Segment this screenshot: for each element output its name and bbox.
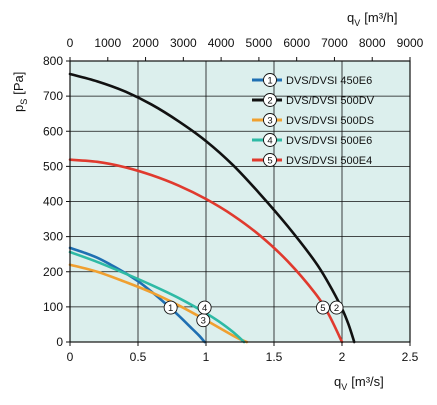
bottom-x-ticks: 0 0.5 1 1.5 2 2.5	[67, 342, 419, 364]
legend-marker-4	[263, 133, 277, 147]
legend-marker-number-1: 1	[267, 76, 272, 87]
top-x-tick-label: 5000	[246, 36, 273, 50]
top-x-tick-label: 7000	[321, 36, 348, 50]
top-x-ticks: 0 1000 2000 3000 4000 5000 6000 7000 8000 9000	[67, 36, 424, 61]
curve-marker-number-5: 5	[320, 303, 325, 314]
curve-marker-number-4: 4	[202, 303, 207, 314]
y-tick-label: 200	[43, 265, 63, 279]
x-axis-label-main: q	[334, 374, 341, 389]
x-axis-label-unit: [m³/s]	[351, 374, 384, 389]
legend-marker-number-4: 4	[267, 136, 272, 147]
legend-entry-4: DVS/DVSI 500E6	[286, 135, 372, 147]
x-tick-label: 1.5	[266, 350, 283, 364]
legend-marker-number-3: 3	[267, 116, 272, 127]
legend-marker-2	[263, 93, 277, 107]
legend-entry-3: DVS/DVSI 500DS	[286, 115, 374, 127]
series-line-1	[68, 246, 206, 344]
x-tick-label: 0.5	[130, 350, 147, 364]
curve-marker-number-3: 3	[201, 316, 206, 327]
curve-marker-number-2: 2	[334, 303, 339, 314]
top-x-tick-label: 6000	[283, 36, 310, 50]
legend-entry-1: DVS/DVSI 450E6	[286, 75, 372, 87]
series-line-5	[68, 158, 344, 344]
x-tick-label: 0	[67, 350, 74, 364]
curve-marker-5	[316, 300, 330, 315]
top-x-axis-label: qV [m³/h]	[347, 10, 397, 28]
y-tick-label: 800	[43, 54, 63, 68]
top-x-tick-label: 9000	[397, 36, 424, 50]
x-axis-label: qV [m³/s]	[334, 374, 384, 392]
x-tick-label: 2	[339, 350, 346, 364]
top-x-axis-label-sub: V	[354, 18, 360, 28]
top-x-tick-label: 1000	[94, 36, 121, 50]
y-axis-label-sub: S	[19, 99, 29, 105]
series-line-4	[68, 250, 246, 344]
x-tick-label: 2.5	[402, 350, 419, 364]
top-x-tick-label: 4000	[208, 36, 235, 50]
y-tick-label: 400	[43, 195, 63, 209]
y-ticks: 0 100 200 300 400 500 600 700 800	[43, 54, 70, 349]
y-tick-label: 300	[43, 230, 63, 244]
legend-marker-number-5: 5	[267, 156, 272, 167]
y-axis-label: pS [Pa]	[11, 72, 29, 112]
curve-marker-1	[163, 300, 178, 315]
top-x-tick-label: 2000	[132, 36, 159, 50]
series-line-3	[68, 263, 249, 344]
x-tick-label: 1	[203, 350, 210, 364]
y-tick-label: 500	[43, 159, 63, 173]
top-x-tick-label: 3000	[170, 36, 197, 50]
legend-entry-5: DVS/DVSI 500E4	[286, 155, 372, 167]
legend-marker-3	[263, 113, 277, 127]
y-tick-label: 0	[56, 335, 63, 349]
legend-marker-number-2: 2	[267, 96, 272, 107]
top-x-axis-label-unit: [m³/h]	[364, 10, 397, 25]
top-x-tick-label: 0	[67, 36, 74, 50]
top-x-axis-label-main: q	[347, 10, 354, 25]
y-tick-label: 600	[43, 124, 63, 138]
curve-marker-2	[329, 300, 344, 315]
y-axis-label-unit: [Pa]	[11, 72, 26, 95]
top-x-tick-label: 8000	[359, 36, 386, 50]
legend-marker-1	[263, 73, 277, 87]
y-axis-label-main: p	[11, 105, 26, 112]
x-axis-label-sub: V	[341, 382, 347, 392]
curve-marker-number-1: 1	[168, 303, 173, 314]
curve-marker-4	[197, 300, 212, 315]
curve-number-markers: 1 2 3 4 5	[163, 300, 344, 328]
y-tick-label: 100	[43, 300, 63, 314]
legend: 1 DVS/DVSI 450E6 2 DVS/DVSI 500DV 3 DVS/DVSI …	[252, 73, 375, 167]
legend-entry-2: DVS/DVSI 500DV	[286, 95, 375, 107]
legend-marker-5	[263, 153, 277, 167]
y-tick-label: 700	[43, 89, 63, 103]
